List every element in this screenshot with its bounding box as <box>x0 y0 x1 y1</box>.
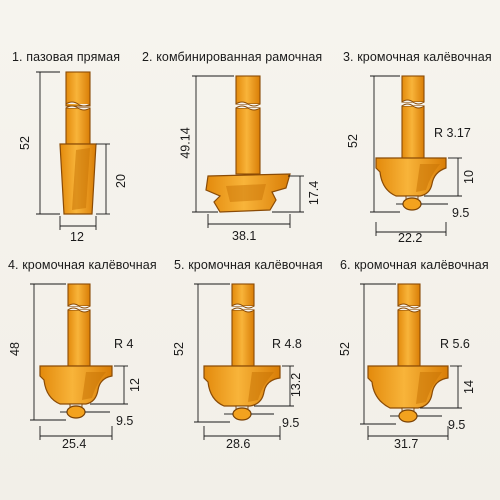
height-label-5: 52 <box>171 342 186 356</box>
cutter-1-straight <box>59 71 97 215</box>
bearing-label-4: 9.5 <box>116 414 134 428</box>
cutter-6-ogee <box>367 283 449 423</box>
width-label-6: 31.7 <box>394 437 419 451</box>
radius-label-4: R 4 <box>114 337 134 351</box>
caption-3: 3. кромочная калёвочная <box>343 50 492 64</box>
cut-height-label-5: 13.2 <box>289 372 304 398</box>
cutter-2-frame <box>205 75 291 213</box>
width-label-5: 28.6 <box>226 437 251 451</box>
dims-6 <box>360 283 462 440</box>
cut-height-label-3: 10 <box>461 170 476 184</box>
width-label-1: 12 <box>70 230 84 244</box>
dims-2 <box>192 75 304 228</box>
bearing-label-6: 9.5 <box>448 418 466 432</box>
cut-height-label-1: 20 <box>113 174 128 188</box>
cut-height-label-2: 17.4 <box>307 180 322 206</box>
cutter-4-ogee <box>39 283 113 419</box>
dims-5 <box>194 283 294 440</box>
height-label-3: 52 <box>345 134 360 148</box>
dims-4 <box>30 283 128 440</box>
caption-2: 2. комбинированная рамочная <box>142 50 323 64</box>
height-label-2: 49.14 <box>178 127 193 159</box>
cutter-3-ogee <box>375 75 447 211</box>
dims-3 <box>370 75 462 236</box>
caption-6: 6. кромочная калёвочная <box>340 258 489 272</box>
width-label-2: 38.1 <box>232 229 257 243</box>
caption-4: 4. кромочная калёвочная <box>8 258 157 272</box>
height-label-6: 52 <box>337 342 352 356</box>
cut-height-label-6: 14 <box>461 380 476 394</box>
radius-label-3: R 3.17 <box>434 126 471 140</box>
cutter-5-ogee <box>203 283 281 421</box>
radius-label-6: R 5.6 <box>440 337 470 351</box>
caption-5: 5. кромочная калёвочная <box>174 258 323 272</box>
bearing-label-5: 9.5 <box>282 416 300 430</box>
caption-1: 1. пазовая прямая <box>12 50 121 64</box>
width-label-4: 25.4 <box>62 437 87 451</box>
dims-1 <box>36 71 110 230</box>
cut-height-label-4: 12 <box>127 378 142 392</box>
height-label-1: 52 <box>17 136 32 150</box>
height-label-4: 48 <box>7 342 22 356</box>
radius-label-5: R 4.8 <box>272 337 302 351</box>
bearing-label-3: 9.5 <box>452 206 470 220</box>
width-label-3: 22.2 <box>398 231 423 245</box>
